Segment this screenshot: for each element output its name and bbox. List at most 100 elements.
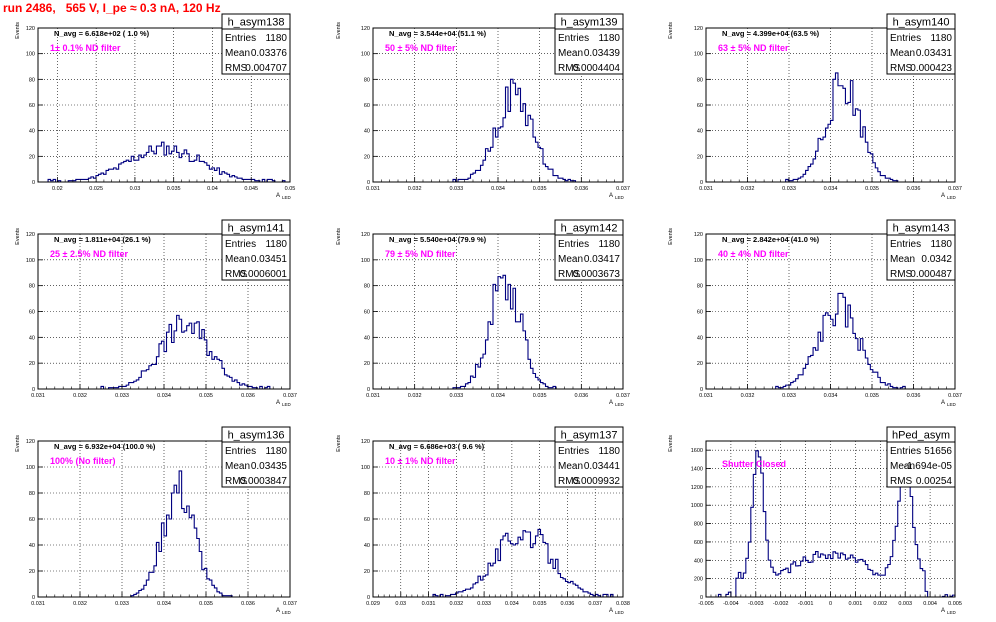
stats-value: 1180 [598,239,620,250]
stats-label: RMS [890,63,913,74]
stats-label: Entries [558,33,589,44]
x-tick-label: 0 [829,601,832,607]
y-tick-label: 100 [361,258,370,264]
x-tick-label: 0.033 [115,393,129,399]
x-tick-label: 0.037 [948,393,962,399]
x-tick-label: 0.002 [873,601,887,607]
x-tick-label: 0.036 [907,393,921,399]
histogram-panel-h_asym143: 0.031 0.032 0.033 0.034 0.035 0.036 0.037 0 20 40… [668,219,962,407]
filter-label: 25 ± 2.5% ND filter [50,249,128,259]
navg-label: N_avg = 4.399e+04 (63.5 %) [722,29,820,38]
stats-value: 0.03376 [251,48,288,59]
x-tick-label: 0.031 [31,601,45,607]
y-tick-label: 600 [694,540,703,546]
stats-box [886,28,956,75]
stats-value: 1180 [930,239,952,250]
x-tick-label: 0.025 [89,186,103,192]
x-tick-label: 0.032 [408,186,422,192]
x-axis-title: A [276,193,280,199]
stats-box [554,441,624,488]
stats-value: -1.694e-05 [904,461,953,472]
stats-value: 0.0004404 [573,63,621,74]
stats-value: 0.03439 [584,48,621,59]
y-tick-label: 40 [697,335,703,341]
y-tick-label: 0 [367,180,370,186]
y-tick-label: 1200 [691,485,703,491]
stats-label: RMS [558,63,581,74]
y-tick-label: 20 [364,361,370,367]
y-tick-label: 20 [29,361,35,367]
stats-value: 0.03431 [916,48,953,59]
stats-box [886,441,956,488]
stats-label: RMS [890,269,913,280]
y-tick-label: 120 [361,26,370,32]
x-tick-label: 0.032 [741,393,755,399]
histogram-line [38,141,290,183]
y-tick-label: 100 [694,258,703,264]
x-axis-title-subscript: LED [947,610,957,615]
histogram-name: h_asym141 [228,223,285,235]
y-tick-label: 0 [32,595,35,601]
stats-label: Mean [890,48,915,59]
x-tick-label: 0.034 [491,393,505,399]
y-tick-label: 40 [364,543,370,549]
y-tick-label: 0 [32,180,35,186]
stats-box [554,234,624,281]
histogram-line [38,314,290,390]
x-tick-label: 0.035 [865,393,879,399]
histogram-name: h_asym137 [561,430,618,442]
x-tick-label: 0.033 [477,601,491,607]
stats-value: 0.03451 [251,254,288,265]
x-tick-label: -0.001 [798,601,814,607]
navg-label: N_avg = 3.544e+04 (51.1 %) [389,29,487,38]
y-tick-label: 800 [694,522,703,528]
y-tick-label: 0 [367,595,370,601]
y-axis-title: Events [336,228,342,245]
x-tick-label: -0.005 [698,601,714,607]
navg-label: N_avg = 2.842e+04 (41.0 %) [722,235,820,244]
y-tick-label: 60 [29,310,35,316]
x-axis-title: A [609,608,613,614]
x-tick-label: 0.035 [199,601,213,607]
x-tick-label: 0.034 [824,186,838,192]
x-axis-title: A [609,400,613,406]
y-tick-label: 40 [29,335,35,341]
x-tick-label: 0.031 [366,186,380,192]
stats-value: 0.0342 [921,254,952,265]
x-axis-title: A [276,400,280,406]
filter-label: 100% (No filter) [50,456,116,466]
y-tick-label: 0 [367,387,370,393]
y-tick-label: 1000 [691,503,703,509]
stats-box [554,28,624,75]
y-tick-label: 80 [364,491,370,497]
x-tick-label: 0.045 [244,186,258,192]
x-tick-label: 0.032 [73,393,87,399]
x-tick-label: 0.035 [167,186,181,192]
y-tick-label: 0 [700,595,703,601]
x-tick-label: 0.036 [241,393,255,399]
x-tick-label: 0.036 [574,186,588,192]
stats-value: 0.000423 [910,63,952,74]
y-tick-label: 60 [364,517,370,523]
y-tick-label: 100 [361,465,370,471]
stats-label: Entries [890,33,921,44]
x-tick-label: 0.031 [31,393,45,399]
navg-label: N_avg = 6.932e+04 (100.0 %) [54,442,156,451]
stats-value: 0.0003847 [240,476,288,487]
histogram-name: hPed_asym [892,430,950,442]
x-tick-label: 0.037 [948,186,962,192]
y-tick-label: 40 [364,335,370,341]
y-tick-label: 20 [364,569,370,575]
x-tick-label: 0.032 [449,601,463,607]
y-axis-title: Events [15,22,21,39]
navg-label: N_avg = 5.540e+04 (79.9 %) [389,235,487,244]
stats-label: RMS [558,269,581,280]
y-tick-label: 40 [29,543,35,549]
y-tick-label: 80 [364,284,370,290]
stats-value: 0.0009932 [573,476,621,487]
y-axis-title: Events [15,228,21,245]
filter-label: 79 ± 5% ND filter [385,249,456,259]
x-tick-label: -0.002 [773,601,789,607]
stats-label: Entries [890,446,921,457]
stats-label: Mean [558,461,583,472]
